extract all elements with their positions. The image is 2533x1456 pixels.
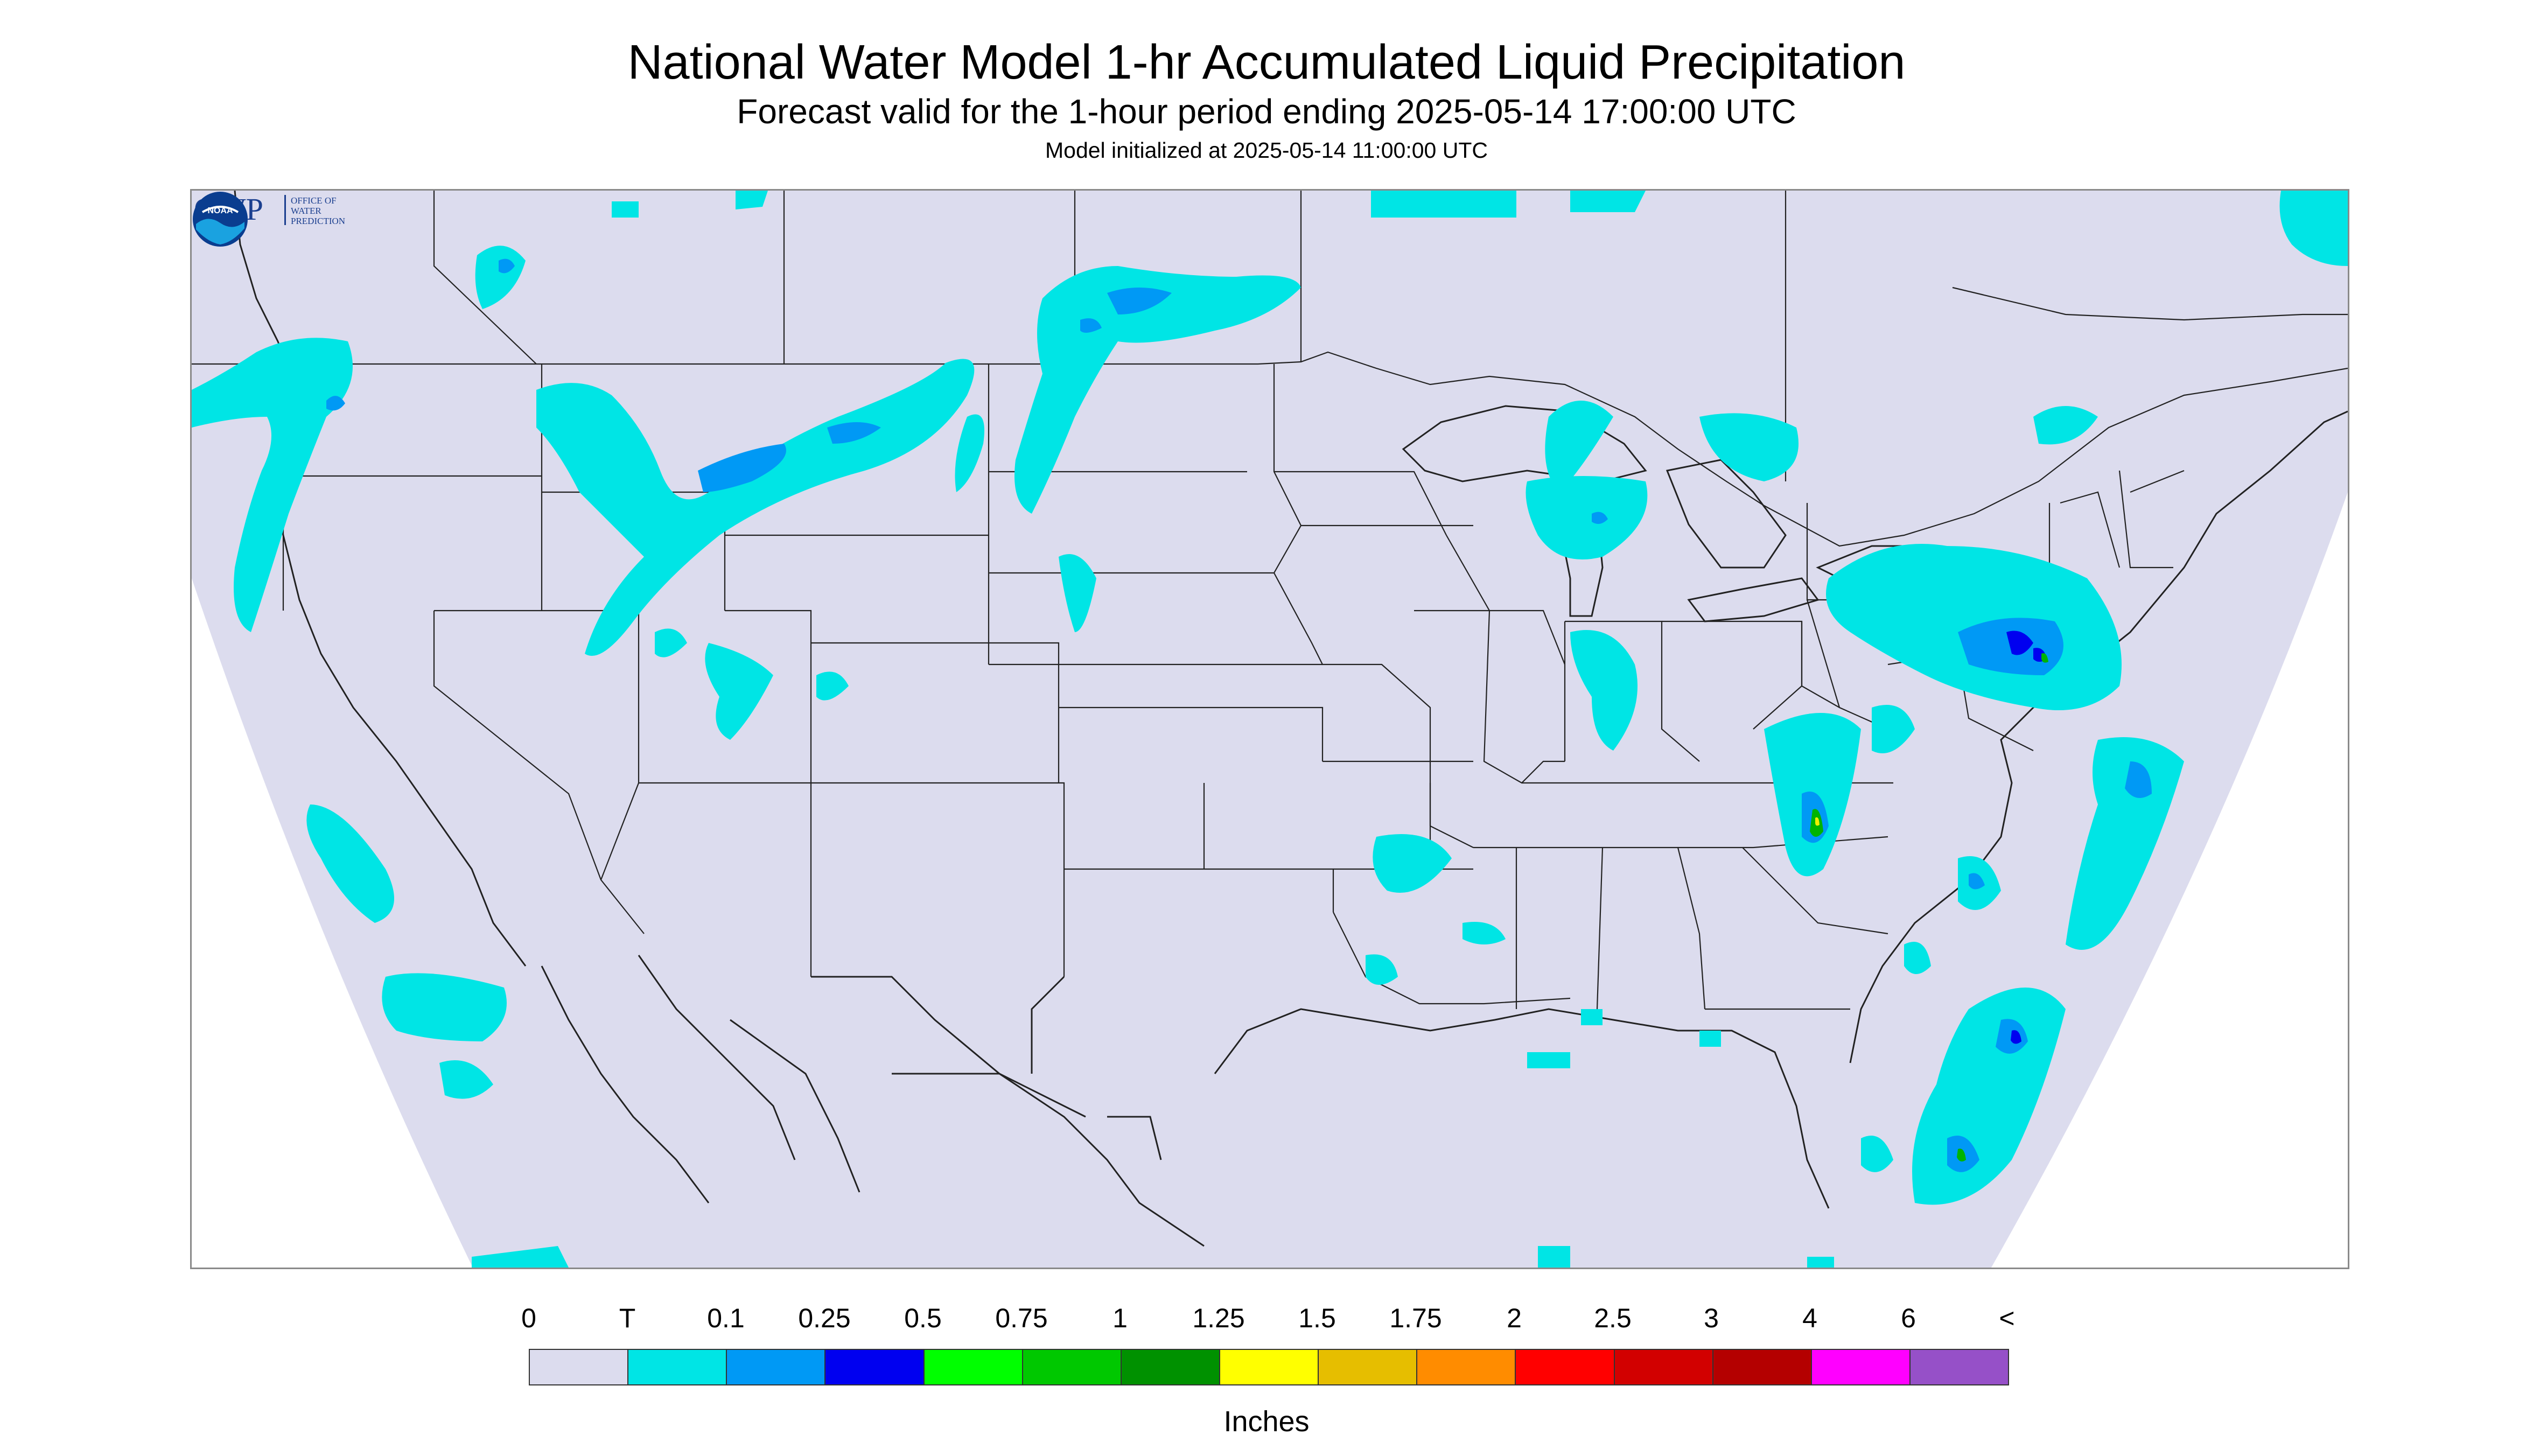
- legend-label: 0.25: [798, 1303, 851, 1333]
- legend-swatch: [1121, 1350, 1220, 1384]
- legend-label: 0.1: [707, 1303, 745, 1333]
- coastlines: [234, 191, 2348, 1247]
- noaa-logo: NOAA: [193, 192, 248, 247]
- legend-swatch: [1220, 1350, 1319, 1384]
- legend-swatch: [1417, 1350, 1516, 1384]
- owp-logo-line-1: OFFICE OF: [291, 195, 337, 206]
- legend-swatch: [825, 1350, 925, 1384]
- legend-label: 2.5: [1594, 1303, 1632, 1333]
- legend-swatch: [1319, 1350, 1418, 1384]
- legend-swatch: [1614, 1350, 1713, 1384]
- legend-label: T: [619, 1303, 636, 1333]
- precipitation-map: OWP OFFICE OF WATER PREDICTION NOAA: [190, 189, 2349, 1269]
- legend-label: 2: [1507, 1303, 1522, 1333]
- legend-swatch: [1713, 1350, 1812, 1384]
- color-legend-bar: [529, 1349, 2009, 1385]
- map-svg: [192, 191, 2348, 1268]
- legend-label: <: [1999, 1303, 2015, 1333]
- owp-logo-line-3: PREDICTION: [291, 216, 345, 226]
- legend-swatch: [924, 1350, 1023, 1384]
- legend-label: 1.5: [1298, 1303, 1336, 1333]
- legend-swatch: [1516, 1350, 1615, 1384]
- legend-label: 0.75: [995, 1303, 1048, 1333]
- model-init-text: Model initialized at 2025-05-14 11:00:00…: [1045, 138, 1488, 163]
- noaa-logo-mark: NOAA: [207, 206, 233, 215]
- legend-swatch: [727, 1350, 826, 1384]
- legend-units: Inches: [1223, 1405, 1310, 1438]
- forecast-valid-subtitle: Forecast valid for the 1-hour period end…: [737, 92, 1796, 131]
- map-title: National Water Model 1-hr Accumulated Li…: [627, 36, 1906, 89]
- legend-swatch: [1023, 1350, 1122, 1384]
- legend-labels: 0 T 0.1 0.25 0.5 0.75 1 1.25 1.5 1.75 2 2.5 3 4 6 <: [0, 1302, 2533, 1334]
- legend-swatch: [1910, 1350, 2009, 1384]
- legend-label: 6: [1901, 1303, 1916, 1333]
- legend-label: 4: [1802, 1303, 1817, 1333]
- legend-swatch: [628, 1350, 727, 1384]
- legend-swatch: [1811, 1350, 1911, 1384]
- legend-label: 1.25: [1192, 1303, 1245, 1333]
- owp-logo-line-2: WATER: [291, 206, 321, 216]
- legend-label: 1.75: [1389, 1303, 1442, 1333]
- legend-label: 1: [1112, 1303, 1128, 1333]
- legend-swatch: [530, 1350, 629, 1384]
- legend-label: 0.5: [904, 1303, 942, 1333]
- legend-label: 0: [521, 1303, 536, 1333]
- precipitation-areas: [192, 191, 2348, 1268]
- legend-label: 3: [1704, 1303, 1719, 1333]
